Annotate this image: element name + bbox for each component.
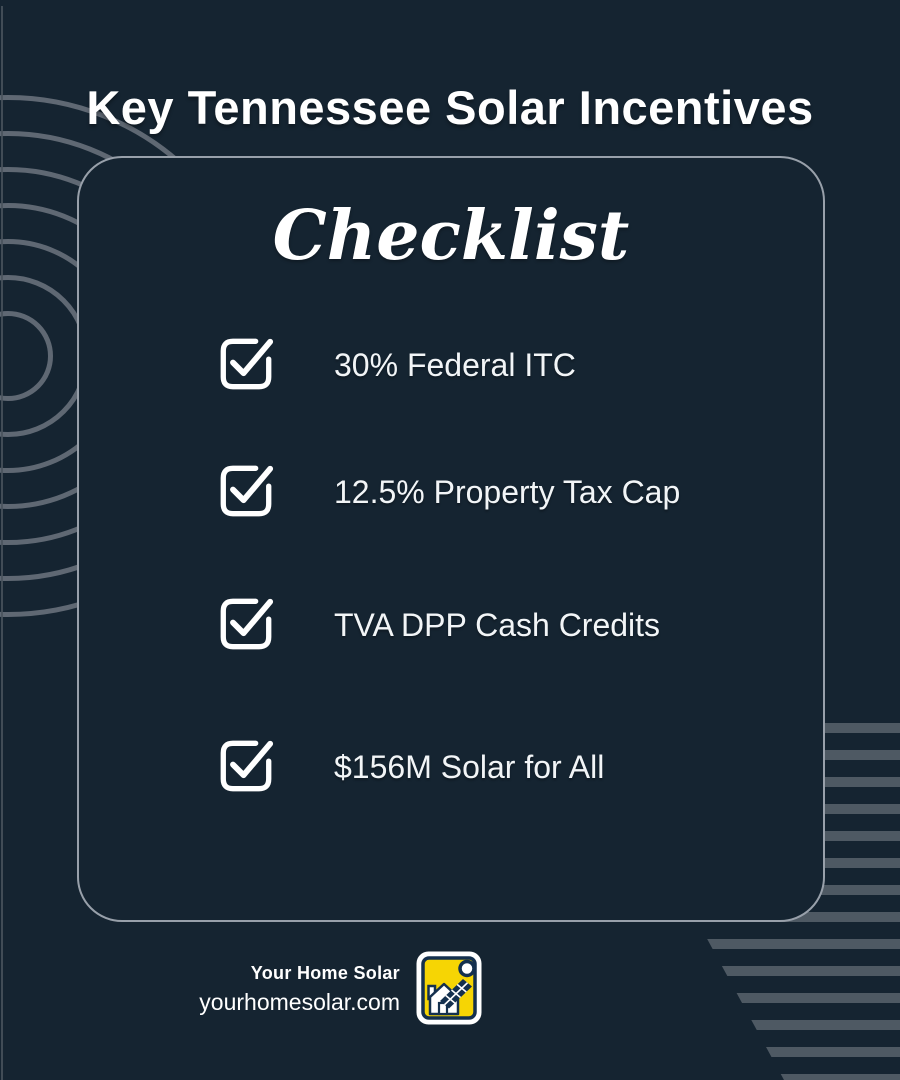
card-heading: Checklist <box>272 196 630 276</box>
checklist-card: Checklist 30% Federal ITC 12.5% Property… <box>77 156 825 922</box>
checkbox-checked-icon <box>220 598 274 650</box>
checkbox-checked-icon <box>220 338 274 390</box>
page-title: Key Tennessee Solar Incentives <box>86 81 814 134</box>
checkbox-checked-icon <box>220 740 274 792</box>
website-url: yourhomesolar.com <box>199 989 400 1015</box>
brand-name: Your Home Solar <box>250 963 400 983</box>
company-logo-icon <box>416 951 482 1025</box>
item-label: $156M Solar for All <box>334 749 605 785</box>
item-label: 30% Federal ITC <box>334 347 576 383</box>
checkbox-checked-icon <box>220 465 274 517</box>
left-edge-line <box>1 6 3 1080</box>
footer-text: Your Home Solar yourhomesolar.com <box>100 961 400 1017</box>
item-label: TVA DPP Cash Credits <box>334 607 661 643</box>
item-label: 12.5% Property Tax Cap <box>334 474 681 510</box>
